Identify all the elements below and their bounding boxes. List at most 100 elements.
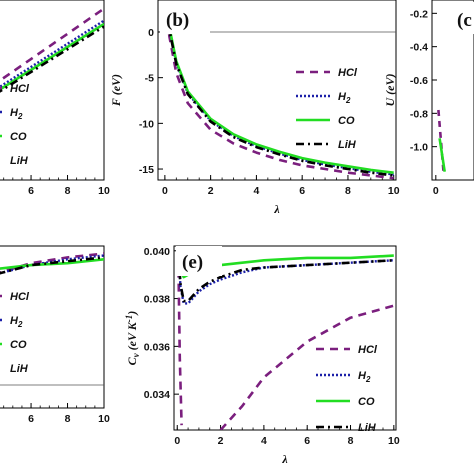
x-tick-label: 8 <box>65 413 71 425</box>
plot-frame <box>173 245 397 431</box>
y-axis-label: U (eV) <box>383 74 397 107</box>
legend-label-main: H <box>358 370 367 382</box>
legend-label-co: CO <box>358 396 375 408</box>
legend-label-hcl: HCl <box>10 83 30 95</box>
x-tick-label: 10 <box>98 185 110 197</box>
legend-label-sub: 2 <box>17 112 23 121</box>
y-tick-label: 0.040 <box>144 246 170 258</box>
legend-label-h2: H2 <box>358 370 371 384</box>
panel-label: (e) <box>182 252 203 273</box>
legend-label-main: CO <box>10 339 27 351</box>
panel-label: (c <box>457 10 472 31</box>
legend-label-lih: LiH <box>10 363 29 375</box>
y-tick-label: -0.2 <box>410 8 428 20</box>
x-tick-label: 0 <box>162 185 168 197</box>
x-tick-label: 10 <box>388 435 400 447</box>
series-line-h2 <box>0 19 104 89</box>
series-group <box>0 252 104 275</box>
plot-frame <box>0 245 105 409</box>
legend-label-sub: 2 <box>365 375 371 384</box>
legend-label-main: LiH <box>10 363 29 375</box>
panel-c: 0 -0.2 -0.4 -0.6 -0.8 -1.0 U (eV) (c <box>383 0 474 197</box>
series-line-lih <box>0 25 104 93</box>
y-tick-label: 0.036 <box>144 341 170 353</box>
legend-label-co: CO <box>338 115 355 127</box>
legend: HCl H2 CO LiH <box>316 344 378 434</box>
legend-label-main: CO <box>10 131 27 143</box>
series-line-lih <box>164 4 394 177</box>
legend-label-main: HCl <box>10 291 30 303</box>
ylabel-close: ) <box>125 311 139 316</box>
legend: HCl H2 CO LiH <box>0 291 30 375</box>
legend-label-main: LiH <box>358 422 377 434</box>
series-line-hcl <box>219 304 395 430</box>
panel-d: 6 8 10 HCl H2 CO LiH <box>0 245 110 425</box>
legend-label-main: HCl <box>10 83 30 95</box>
legend-label-sub: 2 <box>17 320 23 329</box>
x-tick-label: 0 <box>174 435 180 447</box>
series-line-co <box>438 138 446 172</box>
legend-label-main: H <box>338 91 347 103</box>
series-line-hcl <box>0 252 104 274</box>
legend-label-main: HCl <box>358 344 378 356</box>
y-tick-label: -0.8 <box>410 108 428 120</box>
legend-label-lih: LiH <box>10 155 29 167</box>
legend-label-h2: H2 <box>338 91 351 105</box>
series-line-co <box>0 258 104 270</box>
legend-label-lih: LiH <box>338 139 357 151</box>
ylabel-main: C <box>125 356 139 365</box>
y-tick-label: -0.6 <box>410 75 428 87</box>
panel-label-bg <box>176 246 222 276</box>
x-axis-label: λ <box>281 452 288 466</box>
legend-label-main: H <box>10 107 19 119</box>
x-tick-label: 6 <box>299 185 305 197</box>
x-tick-label: 10 <box>388 185 400 197</box>
y-axis-label: F (eV) <box>109 74 123 107</box>
series-group <box>164 2 394 180</box>
legend-label-main: CO <box>338 115 355 127</box>
plot-frame <box>0 0 105 181</box>
y-tick-label: -1.0 <box>410 142 428 154</box>
x-tick-label: 6 <box>28 413 34 425</box>
y-tick-label: 0 <box>148 27 154 39</box>
legend-label-main: CO <box>358 396 375 408</box>
panel-label: (b) <box>166 10 189 31</box>
x-tick-label: 6 <box>304 435 310 447</box>
panel-label-bg <box>160 2 210 34</box>
series-line-hcl <box>177 255 183 426</box>
series-line-hcl <box>164 6 394 180</box>
legend-label-lih: LiH <box>358 422 377 434</box>
ylabel-sub: v <box>131 352 141 357</box>
x-tick-label: 10 <box>98 413 110 425</box>
y-tick-label: -0.4 <box>410 42 428 54</box>
x-axis-label: λ <box>273 202 280 216</box>
legend-label-sub: 2 <box>345 96 351 105</box>
x-tick-label: 6 <box>28 185 34 197</box>
plot-frame <box>431 0 474 181</box>
panel-a: 6 8 10 HCl H2 CO LiH <box>0 0 110 197</box>
legend: HCl H2 CO LiH <box>0 83 30 167</box>
series-line-h2 <box>0 254 104 275</box>
legend-label-main: H <box>10 315 19 327</box>
legend-label-h2: H2 <box>10 315 23 329</box>
y-tick-label: 0.038 <box>144 294 170 306</box>
y-axis-label: Cv (eV K-1) <box>124 311 141 366</box>
legend: HCl H2 CO LiH <box>296 67 358 151</box>
y-tick-label: 0.034 <box>144 389 170 401</box>
x-tick-label: 0 <box>433 185 439 197</box>
legend-label-co: CO <box>10 131 27 143</box>
legend-label-main: LiH <box>338 139 357 151</box>
x-tick-label: 4 <box>261 435 267 447</box>
series-line-hcl <box>0 7 104 83</box>
legend-label-main: LiH <box>10 155 29 167</box>
panel-label-bg <box>451 2 474 34</box>
y-tick-label: -15 <box>139 164 154 176</box>
series-group <box>437 109 446 172</box>
ylabel-units: (eV K <box>125 321 139 353</box>
plot-frame <box>157 0 397 181</box>
legend-label-hcl: HCl <box>10 291 30 303</box>
legend-label-hcl: HCl <box>358 344 378 356</box>
